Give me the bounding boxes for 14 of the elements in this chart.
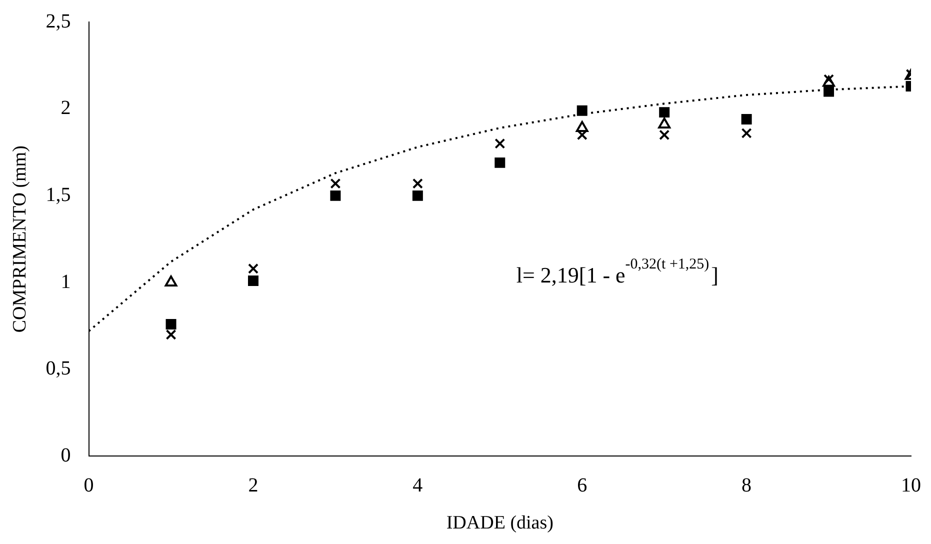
y-tick-label: 2,5 — [46, 10, 71, 32]
x-tick-label: 8 — [742, 474, 752, 496]
x-tick-label: 10 — [901, 474, 921, 496]
y-tick-label: 0,5 — [46, 358, 71, 380]
y-axis-title: COMPRIMENTO (mm) — [9, 146, 30, 333]
x-tick-label: 6 — [577, 474, 588, 496]
y-tick-label: 1 — [60, 270, 71, 293]
y-tick-label: 0 — [60, 444, 71, 466]
y-tick-label: 1,5 — [46, 184, 71, 206]
x-tick-label: 2 — [248, 474, 258, 496]
y-tick-label: 2 — [60, 97, 71, 120]
x-tick-label: 4 — [412, 474, 423, 496]
x-axis-title: IDADE (dias) — [446, 512, 554, 534]
x-tick-label: 0 — [84, 474, 94, 496]
